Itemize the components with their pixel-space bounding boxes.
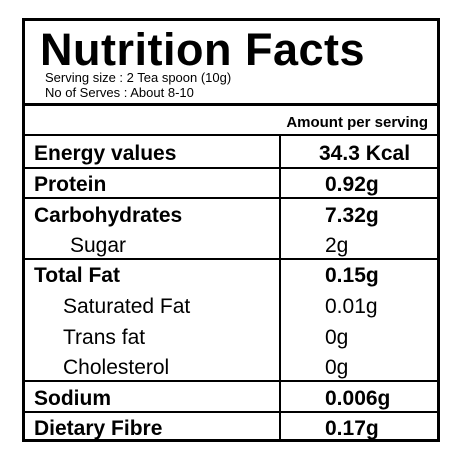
divider: [25, 197, 437, 199]
row-value: 7.32g: [325, 204, 379, 227]
row-label: Carbohydrates: [34, 204, 183, 227]
row-value: 0.92g: [325, 173, 379, 196]
row-label: Energy values: [34, 142, 177, 165]
row-value: 0.01g: [325, 295, 378, 318]
row-label: Cholesterol: [63, 356, 170, 379]
divider: [25, 103, 437, 106]
row-value: 0g: [325, 356, 349, 379]
row-label: Dietary Fibre: [34, 417, 163, 440]
serving-size: Serving size : 2 Tea spoon (10g): [45, 70, 232, 85]
divider: [25, 380, 437, 382]
row-label: Sodium: [34, 387, 111, 410]
column-divider: [279, 136, 281, 439]
divider: [25, 134, 437, 136]
row-label: Total Fat: [34, 264, 120, 287]
column-header: Amount per serving: [286, 114, 428, 131]
divider: [25, 258, 437, 260]
row-label: Saturated Fat: [63, 295, 191, 318]
row-value: 34.3 Kcal: [319, 142, 411, 165]
row-label: Trans fat: [63, 326, 146, 349]
row-label: Sugar: [70, 234, 127, 257]
row-value: 0g: [325, 326, 349, 349]
title: Nutrition Facts: [40, 24, 366, 75]
divider: [25, 411, 437, 413]
divider: [25, 167, 437, 169]
row-value: 0.006g: [325, 387, 391, 410]
row-value: 0.17g: [325, 417, 379, 440]
row-label: Protein: [34, 173, 107, 196]
row-value: 0.15g: [325, 264, 379, 287]
row-value: 2g: [325, 234, 349, 257]
nutrition-label: Nutrition Facts Serving size : 2 Tea spo…: [22, 18, 440, 442]
servings: No of Serves : About 8-10: [45, 85, 194, 100]
